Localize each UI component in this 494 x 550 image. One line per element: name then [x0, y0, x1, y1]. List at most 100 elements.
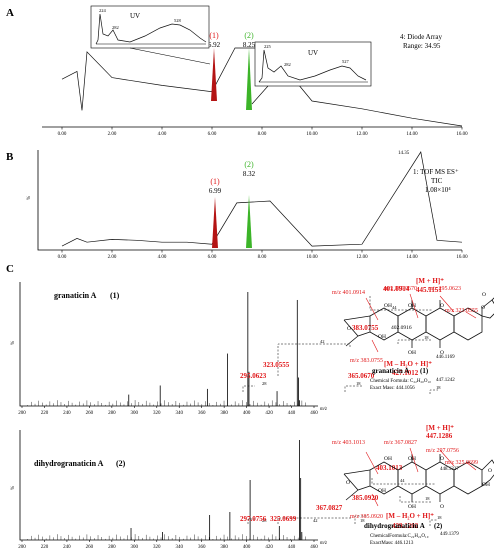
chrom-b-ylabel: %	[27, 196, 32, 200]
mz-tick-label: 240	[63, 411, 71, 416]
atom-oh-3: OH	[408, 303, 416, 309]
x-tick-label: 0.00	[58, 132, 67, 137]
uv-1-label-1: 224	[99, 8, 107, 13]
x-tick-label: 10.00	[306, 255, 318, 260]
x-tick-label: 6.00	[208, 132, 217, 137]
mz-tick-label: 420	[265, 411, 273, 416]
mz-tick-label: 300	[131, 411, 139, 416]
mz-tick-label: 320	[153, 411, 161, 416]
ms1-xunit: m/z	[320, 407, 327, 412]
ms1-peak-402: 402.0916	[391, 325, 412, 331]
s1-mz-383: m/z 383.0755	[350, 358, 383, 364]
uv-1-label-2: 282	[112, 25, 119, 30]
chrom-b-xticks: 0.00 2.00 4.00 6.00 8.00 10.00 12.00 14.00 16.00	[58, 250, 468, 260]
ms1-num: (1)	[110, 291, 120, 300]
ms1-peak-383: 383.0755	[352, 324, 379, 332]
mz-tick-label: 220	[41, 545, 49, 550]
x-tick-label: 14.00	[406, 132, 418, 137]
ms2-peak-447: 447.1286	[426, 432, 453, 440]
ms2-gap-28: 28	[262, 518, 267, 523]
mz-tick-label: 340	[175, 545, 183, 550]
s2-formula: ChemicalFormula:C₂₂H₂₂O₁₀	[370, 534, 429, 539]
x-tick-label: 16.00	[456, 132, 468, 137]
ms2-peak-mh2o: [M – H₂O + H]⁺	[386, 512, 434, 520]
uv-2-label-2: 282	[284, 62, 291, 67]
ms1-gap-44: 44	[392, 305, 397, 310]
chrom-b-peak-2-rt: 8.32	[243, 170, 256, 178]
uv-1-label-3: 528	[174, 18, 182, 23]
panel-letter-c: C	[6, 263, 14, 275]
s1-mz-295: m/z 295.0623	[428, 286, 461, 292]
panel-letter-a: A	[6, 7, 14, 19]
s1-mz-401: m/z 401.0914	[332, 290, 365, 296]
ms2-gap-18c: 18	[437, 515, 442, 520]
s2-mz-325: m/z 325.0699	[445, 460, 478, 466]
ms1-peak-447: 447.1242	[436, 378, 455, 383]
chrom-a-info-1: 4: Diode Array	[400, 33, 442, 41]
ms2-peak-429: 429.1202	[392, 522, 419, 530]
mz-tick-label: 400	[243, 411, 251, 416]
x-tick-label: 0.00	[58, 255, 67, 260]
ms2-gap-18a: 18	[425, 496, 430, 501]
atom2-o-1: O	[440, 456, 444, 462]
x-tick-label: 8.00	[258, 132, 267, 137]
ms2-num: (2)	[116, 459, 126, 468]
ms2-gap-42: 42	[313, 518, 318, 523]
ms1-peak-401: 401.0914	[383, 285, 410, 293]
ms1-gap-18c: 18	[436, 385, 441, 390]
atom2-oh-4: OH	[408, 504, 416, 510]
chrom-a-peak-1-tag: (1)	[209, 31, 219, 40]
chrom-b-peak-1-rt: 6.99	[209, 187, 222, 195]
mz-tick-label: 440	[288, 411, 296, 416]
chrom-b-info-1: 1: TOF MS ES⁺	[413, 168, 459, 176]
ms1-gap-28: 28	[262, 381, 267, 386]
ms2-peak-297: 297.0756	[240, 515, 267, 523]
atom2-oh-5: OH	[482, 482, 490, 488]
mz-tick-label: 240	[63, 545, 71, 550]
x-tick-label: 2.00	[108, 255, 117, 260]
x-tick-label: 4.00	[158, 132, 167, 137]
chrom-a-info-2: Range: 34.95	[403, 42, 441, 50]
s1-mz-365: m/z 365.0670	[384, 286, 417, 292]
ms2-peak-449: 449.1379	[440, 532, 459, 537]
ms2-gap-44: 44	[400, 478, 405, 483]
uv-2-label-3: 527	[342, 59, 350, 64]
s1-name: granaticin A	[372, 367, 409, 375]
mz-tick-label: 360	[198, 545, 206, 550]
atom-oh-4: OH	[408, 350, 416, 356]
ms2-peak-325: 325.0699	[270, 515, 297, 523]
chrom-b-peak-2-tag: (2)	[244, 160, 254, 169]
mz-tick-label: 380	[220, 545, 228, 550]
x-tick-label: 10.00	[306, 132, 318, 137]
ms2-peak-385: 385.0920	[352, 494, 379, 502]
atom-o-3: O	[482, 292, 486, 298]
atom2-oh-1: OH	[384, 456, 392, 462]
atom-oh-2: OH	[378, 334, 386, 340]
x-tick-label: 14.00	[406, 255, 418, 260]
x-tick-label: 4.00	[158, 255, 167, 260]
ms2-gap-18b: 18	[360, 518, 365, 523]
chrom-a-xticks: 0.00 2.00 4.00 6.00 8.00 10.00 12.00 14.00 16.00	[58, 127, 468, 137]
mz-tick-label: 360	[198, 411, 206, 416]
chrom-a-peak-1	[211, 48, 217, 101]
mz-tick-label: 200	[18, 545, 26, 550]
mz-tick-label: 320	[153, 545, 161, 550]
ms-spectrum-2: % 200 220 240 260 280 300 320 340 360 380 400 420 44…	[11, 424, 459, 550]
s2-mass: ExactMass: 446.1213	[370, 541, 414, 546]
ms2-name: dihydrogranaticin A	[34, 459, 104, 468]
mz-tick-label: 280	[108, 545, 116, 550]
x-tick-label: 8.00	[258, 255, 267, 260]
s1-num: (1)	[420, 367, 429, 375]
chrom-a-peak-2-tag: (2)	[244, 31, 254, 40]
atom2-oh-3: OH	[408, 456, 416, 462]
x-tick-label: 12.00	[356, 255, 368, 260]
chrom-b-peak-2	[246, 195, 252, 248]
ms1-peak-mh: [M + H]⁺	[416, 277, 444, 285]
ms2-xticks: 200 220 240 260 280 300 320 340 360 380 400 420 440 4…	[18, 540, 318, 550]
ms2-peak-367: 367.0827	[316, 504, 343, 512]
x-tick-label: 16.00	[456, 255, 468, 260]
atom-o-4: O	[481, 305, 485, 311]
ms1-xticks: 200 220 240 260 280 300 320 340 360 380 400 420 440 4…	[18, 406, 318, 416]
mz-tick-label: 460	[310, 411, 318, 416]
